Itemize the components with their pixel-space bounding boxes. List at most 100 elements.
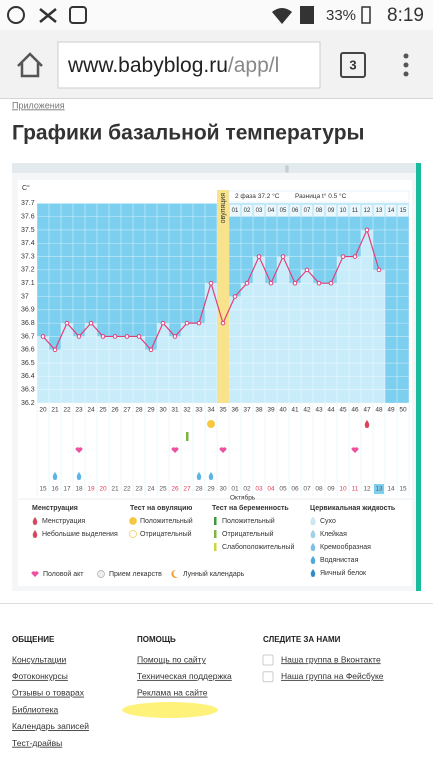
day-cell	[325, 204, 337, 217]
x-tick-label: 31	[171, 407, 179, 414]
date-label: 09	[327, 486, 335, 493]
legend-icon	[310, 555, 316, 565]
x-tick-label: 38	[255, 407, 263, 414]
url-bar[interactable]	[57, 41, 321, 89]
temperature-point	[316, 280, 322, 286]
legend-group-title: Цервикальная жидкость	[310, 505, 396, 512]
menu-button[interactable]	[403, 53, 409, 77]
x-tick-label: 27	[123, 407, 131, 414]
temperature-point	[304, 267, 310, 273]
legend-extra: Прием лекарств	[109, 571, 162, 578]
y-tick-label: 37	[21, 293, 29, 300]
phase2-day: 14	[388, 208, 395, 214]
legend: Менструация Менструация Небольшие выделени…	[31, 504, 396, 578]
phase2-day: 13	[376, 208, 383, 214]
temperature-fill	[265, 283, 277, 403]
intercourse-icon	[219, 447, 227, 453]
date-label: 02	[243, 486, 251, 493]
footer-link[interactable]: Помощь по сайту	[137, 654, 207, 664]
x-tick-label: 48	[375, 407, 383, 414]
tab-count: 3	[349, 57, 356, 72]
day-cell	[397, 204, 409, 217]
temperature-point	[172, 334, 178, 339]
legend-icon	[129, 517, 137, 525]
y-tick-label: 37.1	[21, 280, 35, 287]
day-cell	[241, 204, 253, 217]
footer-link[interactable]: Наша группа в Вконтакте	[281, 654, 381, 664]
footer-link[interactable]: Наша группа на Фейсбуке	[281, 671, 384, 681]
legend-group-title: Тест на беременность	[212, 504, 289, 512]
y-tick-label: 36.7	[21, 333, 35, 340]
legend-extra: Лунный календарь	[183, 570, 245, 578]
intercourse-icon	[171, 447, 179, 453]
footer-heading: СЛЕДИТЕ ЗА НАМИ	[263, 635, 341, 644]
legend-item: Сухо	[320, 518, 336, 525]
date-label: 14	[387, 486, 395, 493]
legend-icon	[32, 529, 38, 539]
temperature-fill	[97, 336, 109, 403]
tab-switcher[interactable]	[340, 52, 366, 78]
phase2-day: 02	[244, 208, 251, 214]
legend-icon	[310, 568, 316, 578]
phase-label: 2 фаза 37.2 °C	[235, 192, 280, 200]
temperature-point	[376, 267, 382, 273]
phase2-day: 04	[268, 208, 275, 214]
date-label: 19	[87, 486, 95, 493]
date-label: 28	[195, 486, 203, 493]
temperature-fill	[73, 336, 85, 403]
legend-item: Отрицательный	[222, 530, 274, 538]
day-cell	[337, 204, 349, 217]
legend-extra: Половой акт	[43, 570, 84, 578]
temperature-fill	[337, 256, 349, 403]
footer-divider	[0, 603, 433, 604]
footer-link[interactable]: Консультации	[12, 654, 67, 664]
footer-link[interactable]: Техническая поддержка	[137, 671, 232, 681]
x-tick-label: 25	[99, 407, 107, 414]
footer-link[interactable]: Отзывы о товарах	[12, 688, 85, 698]
toolbar-shadow	[0, 98, 433, 99]
y-tick-label: 36.5	[21, 360, 35, 367]
x-tick-label: 46	[351, 407, 359, 414]
x-tick-label: 24	[87, 407, 95, 414]
battery-icon	[361, 6, 371, 24]
temperature-point	[88, 320, 94, 326]
x-tick-label: 34	[207, 407, 215, 414]
difference-label: Разница t° 0.5 °C	[295, 192, 347, 200]
temperature-point	[340, 254, 346, 259]
temperature-point	[232, 294, 238, 299]
footer-link[interactable]: Библиотека	[12, 704, 58, 714]
date-label: 10	[339, 486, 347, 493]
footer-link[interactable]: Календарь записей	[12, 721, 89, 731]
footer-heading: ОБЩЕНИЕ	[12, 635, 55, 644]
y-tick-label: 36.4	[21, 373, 35, 380]
temperature-point	[40, 334, 46, 339]
ovulation-label: овуляция	[220, 193, 227, 224]
legend-item: Слабоположительный	[222, 543, 294, 551]
date-label: 04	[267, 486, 275, 493]
phase2-day: 06	[292, 208, 299, 214]
footer: ОБЩЕНИЕ Консультации Фотоконкурсы Отзывы о …	[12, 635, 384, 748]
temperature-point	[124, 334, 130, 339]
today-marker	[374, 484, 384, 494]
temperature-point	[196, 320, 202, 326]
battery-level: 33%	[326, 7, 356, 24]
phase2-day: 11	[352, 208, 359, 214]
footer-link[interactable]: Фотоконкурсы	[12, 671, 68, 681]
legend-item: Клейкая	[320, 530, 347, 538]
date-label: 23	[135, 486, 143, 493]
x-tick-label: 44	[327, 407, 335, 414]
temperature-point	[364, 227, 370, 233]
legend-item: Менструация	[42, 518, 85, 525]
breadcrumb[interactable]: Приложения	[12, 100, 65, 110]
phase2-day: 10	[340, 208, 347, 214]
footer-link[interactable]: Тест-драйвы	[12, 738, 62, 748]
url-host: www.babyblog.ru	[67, 54, 228, 77]
footer-link[interactable]: Реклама на сайте	[137, 688, 208, 698]
home-button[interactable]	[17, 52, 43, 78]
temperature-fill	[289, 283, 301, 403]
chart-scrollbar[interactable]	[12, 163, 420, 173]
clock: 8:19	[387, 5, 424, 26]
temperature-point	[112, 334, 118, 339]
panel-edge	[416, 163, 421, 591]
